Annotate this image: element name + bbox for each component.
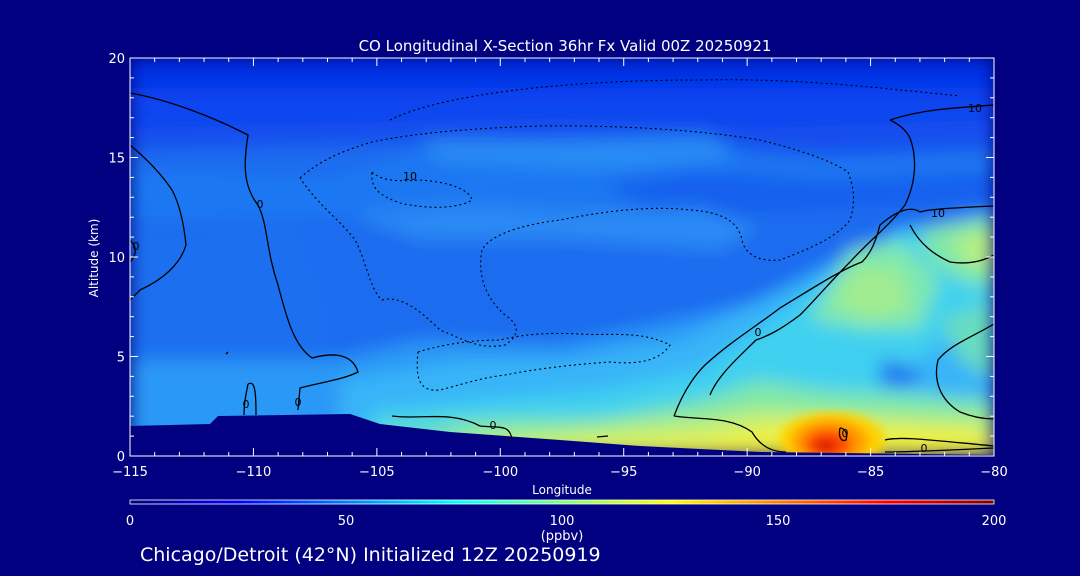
y-tick-label: 15	[108, 152, 125, 167]
co-concentration-field: 10 0 0 10 0 0 0 0 0 10 0	[130, 58, 994, 456]
y-tick-label: 5	[117, 351, 125, 366]
contour-label: 0	[490, 419, 497, 432]
x-tick-label: −115	[112, 465, 148, 480]
x-tick-label: −110	[236, 465, 272, 480]
contour-label: 0	[243, 398, 250, 411]
y-axis-label: Altitude (km)	[87, 219, 101, 298]
x-tick-label: −100	[482, 465, 518, 480]
x-tick-label: −90	[733, 465, 760, 480]
colorbar-ticks: 0 50 100 150 200	[126, 514, 1007, 529]
x-tick-label: −85	[857, 465, 884, 480]
contour-label: 0	[133, 240, 140, 253]
y-tick-label: 20	[108, 52, 125, 67]
contour-label: 10	[931, 207, 945, 220]
y-axis-ticks: 0 5 10 15 20	[108, 52, 994, 465]
y-tick-label: 0	[117, 450, 125, 465]
x-axis-label: Longitude	[532, 483, 592, 497]
x-tick-label: −80	[980, 465, 1007, 480]
contour-lines	[130, 79, 994, 453]
colorbar-tick-label: 0	[126, 514, 134, 529]
colorbar	[129, 499, 995, 505]
chart-title: CO Longitudinal X-Section 36hr Fx Valid …	[359, 37, 772, 55]
colorbar-tick-label: 50	[338, 514, 355, 529]
contour-label: 0	[295, 396, 302, 409]
contour-label: 0	[755, 326, 762, 339]
contour-label: 10	[403, 170, 417, 183]
contour-label: 0	[842, 427, 849, 440]
colorbar-tick-label: 100	[550, 514, 575, 529]
y-tick-label: 10	[108, 251, 125, 266]
contour-labels: 10 0 0 10 0 0 0 0 0 10 0	[133, 102, 983, 455]
colorbar-units: (ppbv)	[541, 529, 584, 544]
terrain-mask	[130, 414, 994, 456]
contour-label: 10	[968, 102, 982, 115]
colorbar-tick-label: 200	[982, 514, 1007, 529]
footer-caption: Chicago/Detroit (42°N) Initialized 12Z 2…	[140, 544, 601, 566]
contour-label: 0	[257, 198, 264, 211]
x-axis-ticks: −115 −110 −105 −100 −95 −90 −85 −80	[112, 58, 1008, 480]
contour-label: 0	[921, 442, 928, 455]
x-tick-label: −95	[610, 465, 637, 480]
colorbar-tick-label: 150	[766, 514, 791, 529]
x-tick-label: −105	[359, 465, 395, 480]
